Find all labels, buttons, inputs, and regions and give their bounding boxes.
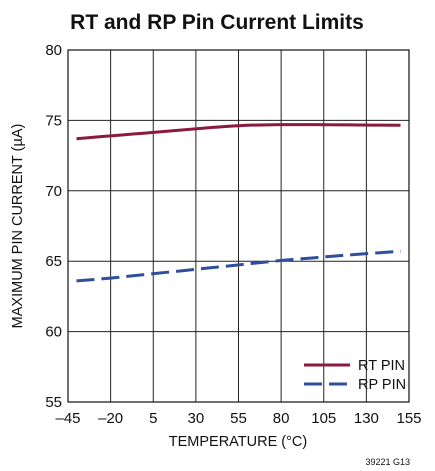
y-tick-label: 70 — [45, 183, 62, 200]
legend: RT PIN RP PIN — [304, 358, 406, 393]
plot-area — [67, 49, 410, 403]
y-axis-ticks: 55 60 65 70 75 80 — [45, 42, 62, 411]
y-tick-label: 65 — [45, 253, 62, 270]
x-tick-label: –20 — [98, 410, 123, 427]
x-tick-label: 80 — [273, 410, 290, 427]
y-tick-label: 55 — [45, 394, 62, 411]
series-line-rt-pin — [76, 123, 401, 141]
x-tick-label: 30 — [188, 410, 205, 427]
x-axis-ticks: –45 –20 5 30 55 80 105 130 155 — [55, 410, 421, 427]
y-tick-label: 80 — [45, 42, 62, 59]
series-layer — [76, 123, 401, 283]
x-tick-label: 105 — [311, 410, 336, 427]
x-tick-label: 55 — [230, 410, 247, 427]
chart-title: RT and RP Pin Current Limits — [70, 11, 364, 34]
x-tick-label: –45 — [55, 410, 80, 427]
x-tick-label: 155 — [396, 410, 421, 427]
series-line-rp-pin — [76, 249, 401, 283]
grid — [68, 50, 409, 402]
legend-label: RT PIN — [358, 358, 405, 374]
y-tick-label: 75 — [45, 112, 62, 129]
legend-label: RP PIN — [358, 377, 406, 393]
x-tick-label: 5 — [149, 410, 157, 427]
y-axis-label: MAXIMUM PIN CURRENT (µA) — [10, 124, 26, 329]
x-tick-label: 130 — [354, 410, 379, 427]
y-tick-label: 60 — [45, 324, 62, 341]
x-axis-label: TEMPERATURE (°C) — [169, 434, 307, 450]
figure-code: 39221 G13 — [365, 457, 410, 467]
